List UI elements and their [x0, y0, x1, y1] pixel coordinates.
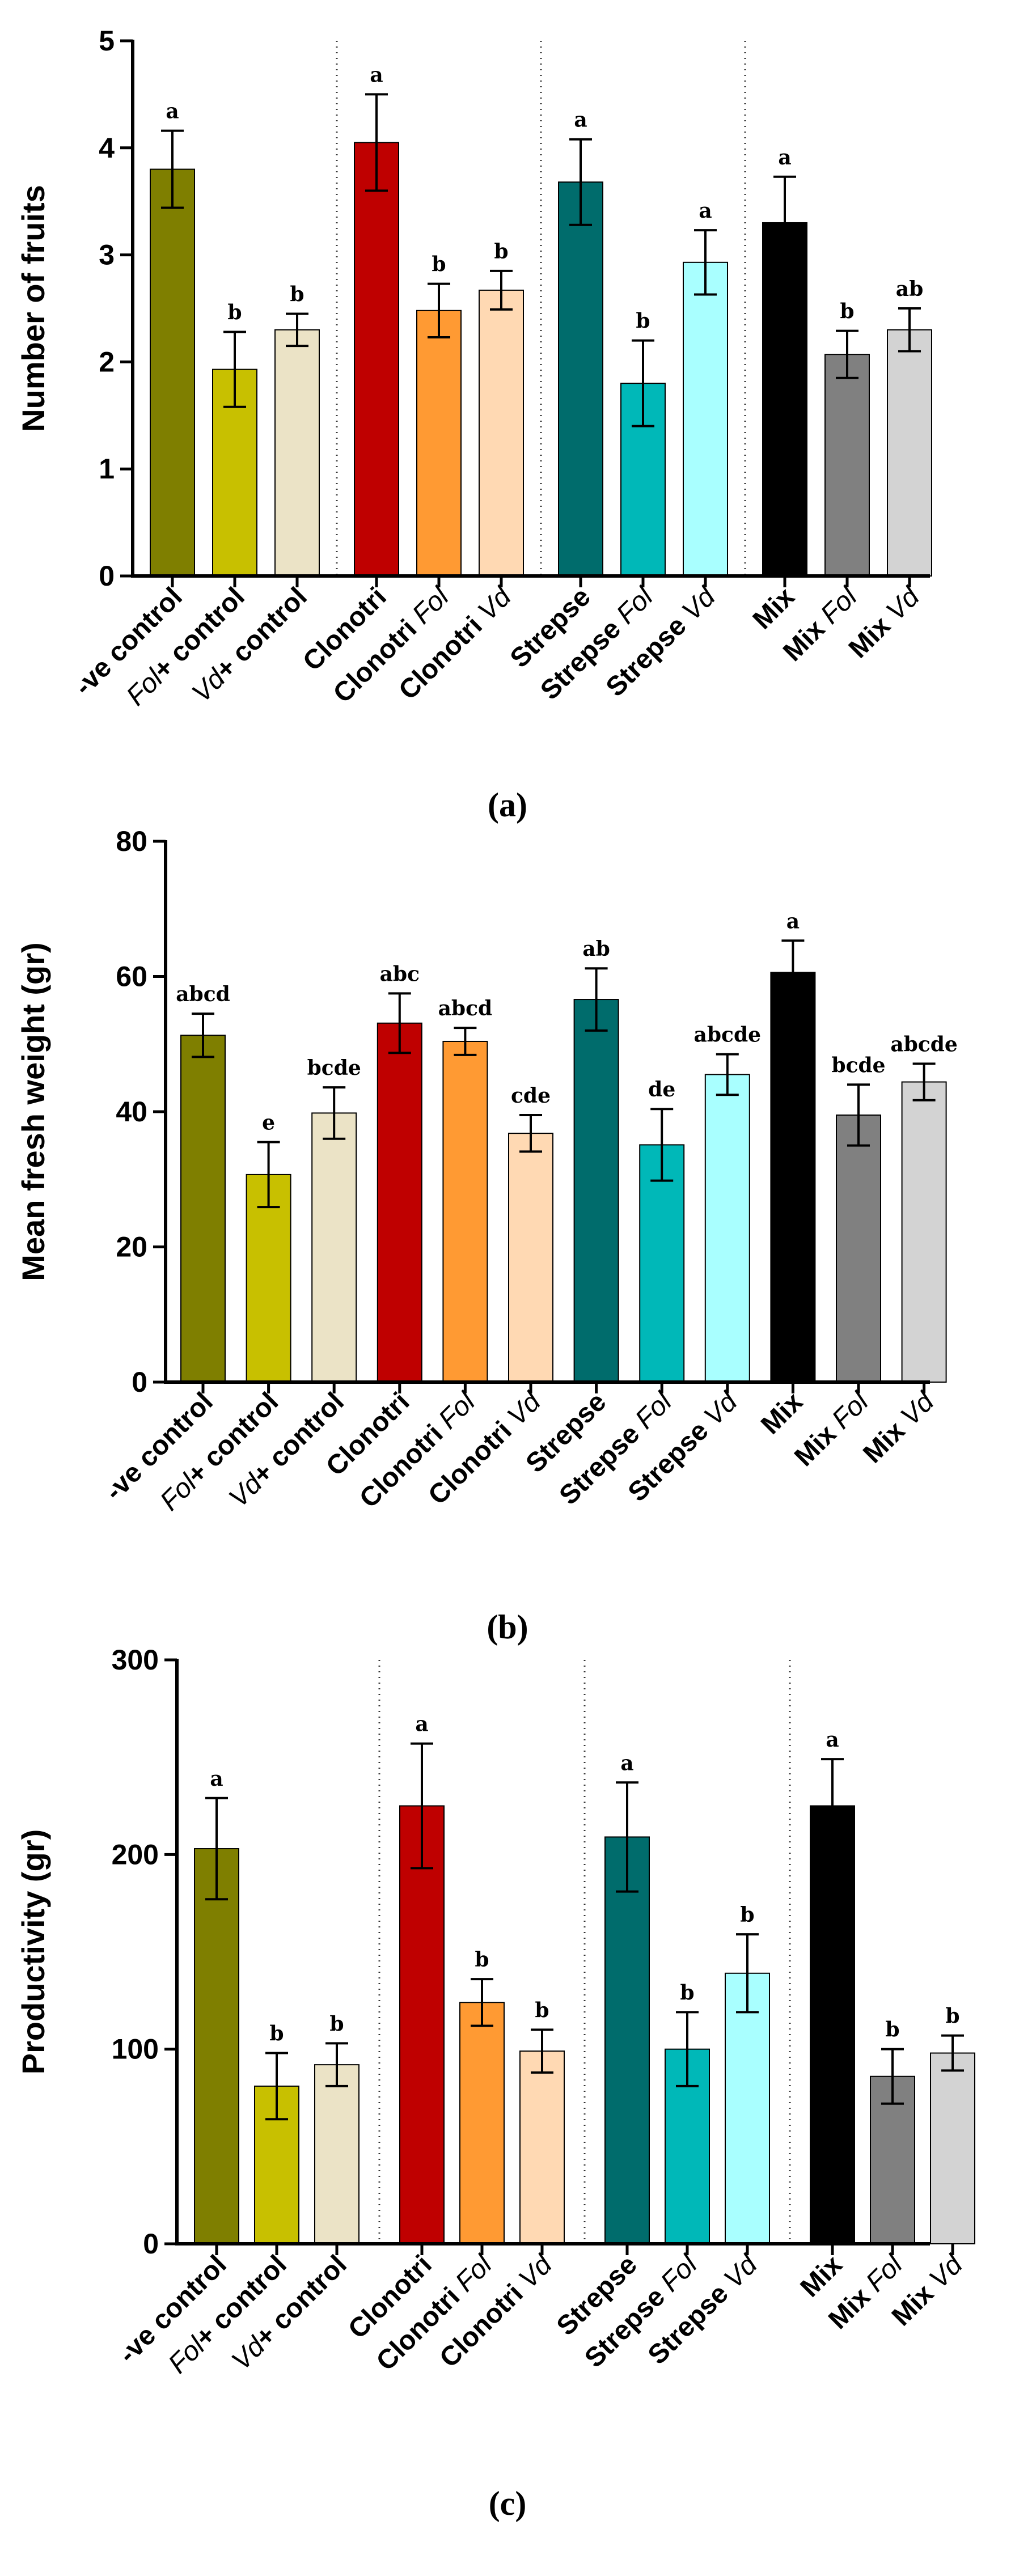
significance-letter: ab: [896, 277, 924, 301]
bar: [180, 1035, 226, 1383]
bar: [459, 2002, 505, 2244]
bar: [824, 354, 870, 577]
bar: [150, 168, 195, 577]
bar: [558, 181, 603, 577]
significance-letter: b: [227, 301, 242, 325]
significance-letter: b: [475, 1948, 489, 1972]
category-label: Mix: [795, 2249, 848, 2303]
significance-letter: abcd: [438, 997, 493, 1020]
y-tick-label: 100: [112, 2033, 159, 2065]
bar: [836, 1114, 881, 1383]
bar: [725, 1972, 770, 2244]
bar: [416, 310, 462, 577]
significance-letter: b: [840, 300, 854, 324]
significance-letter: a: [826, 1728, 839, 1752]
y-tick-label: 300: [112, 1644, 159, 1676]
significance-letter: b: [740, 1903, 754, 1927]
significance-letter: a: [699, 199, 712, 223]
y-tick-label: 4: [99, 132, 115, 164]
bar: [399, 1805, 445, 2244]
significance-letter: b: [494, 240, 508, 264]
y-tick-label: 20: [116, 1231, 147, 1263]
y-tick-label: 0: [143, 2228, 159, 2260]
significance-letter: a: [166, 100, 179, 124]
y-tick-label: 40: [116, 1096, 147, 1128]
y-tick-label: 2: [99, 346, 115, 378]
bar: [930, 2052, 975, 2245]
category-label: Mix: [755, 1387, 809, 1440]
significance-letter: b: [535, 1998, 549, 2022]
bar: [314, 2064, 360, 2244]
bar: [770, 972, 816, 1383]
category-label: Mix Vd: [843, 581, 926, 664]
significance-letter: b: [432, 253, 446, 277]
panel-label: (a): [488, 786, 527, 824]
bar: [810, 1805, 855, 2244]
significance-letter: abc: [380, 962, 420, 986]
bar: [508, 1133, 553, 1383]
significance-letter: a: [786, 909, 800, 933]
y-tick-label: 80: [116, 825, 147, 857]
bar: [683, 261, 728, 577]
significance-letter: b: [680, 1981, 694, 2005]
bar: [377, 1022, 422, 1383]
bar: [274, 329, 320, 577]
significance-letter: b: [885, 2018, 899, 2042]
significance-letter: a: [574, 108, 587, 132]
significance-letter: b: [329, 2012, 344, 2036]
significance-letter: abcde: [694, 1023, 762, 1047]
significance-letter: e: [262, 1111, 275, 1135]
bar: [519, 2050, 565, 2245]
y-tick-label: 60: [116, 961, 147, 993]
y-axis-title: Number of fruits: [15, 185, 51, 432]
significance-letter: bcde: [307, 1056, 361, 1080]
significance-letter: a: [210, 1767, 223, 1791]
bar: [573, 999, 619, 1383]
significance-letter: a: [415, 1713, 428, 1736]
category-label: Mix Vd: [857, 1386, 940, 1469]
bar: [604, 1836, 650, 2244]
bar: [354, 142, 399, 577]
significance-letter: b: [945, 2005, 959, 2028]
y-tick-label: 0: [99, 560, 115, 592]
bar: [311, 1112, 357, 1383]
significance-letter: b: [269, 2022, 284, 2046]
significance-letter: a: [778, 146, 791, 170]
significance-letter: cde: [511, 1084, 551, 1108]
category-label: Mix: [747, 582, 801, 635]
panel-label: (c): [489, 2485, 527, 2522]
y-tick-label: 5: [99, 25, 115, 57]
y-axis-title: Productivity (gr): [15, 1829, 51, 2074]
y-axis-title: Mean fresh weight (gr): [15, 942, 51, 1281]
bar: [704, 1074, 750, 1383]
bar: [762, 222, 807, 577]
chart-panel-2: abcdebcdeabcabcdcdeabdeabcdeabcdeabcde02…: [15, 825, 958, 1646]
y-tick-label: 1: [99, 453, 115, 485]
significance-letter: abcd: [176, 982, 230, 1006]
significance-letter: b: [636, 310, 650, 333]
significance-letter: b: [290, 282, 304, 306]
bar: [479, 289, 524, 577]
y-tick-label: 0: [132, 1366, 147, 1398]
significance-letter: ab: [582, 937, 610, 961]
bar: [887, 329, 932, 577]
panel-label: (b): [487, 1608, 528, 1646]
significance-letter: bcde: [831, 1053, 885, 1077]
bar: [442, 1040, 488, 1383]
y-tick-label: 200: [112, 1838, 159, 1870]
bar: [901, 1081, 947, 1383]
significance-letter: a: [370, 63, 383, 87]
bar: [194, 1848, 239, 2245]
category-label: Mix Fol: [789, 1386, 875, 1472]
significance-letter: de: [648, 1078, 675, 1101]
significance-letter: abcde: [890, 1032, 958, 1056]
bar: [870, 2075, 915, 2245]
significance-letter: a: [620, 1751, 633, 1775]
y-tick-label: 3: [99, 239, 115, 271]
